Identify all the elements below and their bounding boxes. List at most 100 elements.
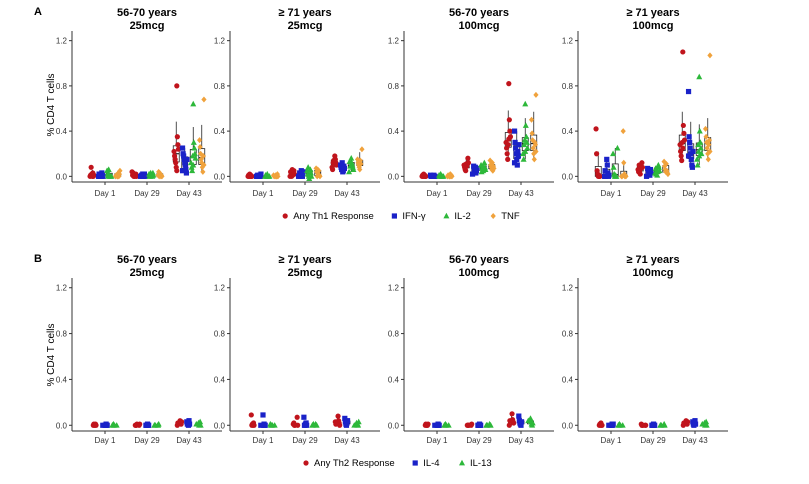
data-point	[344, 418, 351, 424]
x-tick-label: Day 29	[134, 436, 160, 445]
data-point	[680, 145, 686, 151]
data-point	[521, 136, 528, 143]
y-tick-label: 1.2	[388, 37, 400, 46]
data-point	[391, 213, 397, 219]
legend-label: IL-4	[423, 458, 439, 469]
data-point	[505, 142, 511, 148]
data-point	[524, 144, 531, 151]
data-point	[520, 156, 527, 162]
data-point	[174, 134, 180, 140]
data-point	[512, 139, 518, 146]
data-point	[189, 152, 196, 159]
data-point	[423, 173, 429, 179]
x-tick-label: Day 43	[334, 189, 360, 198]
data-point	[696, 73, 703, 80]
data-point	[248, 412, 254, 418]
data-point	[506, 422, 512, 428]
data-point	[515, 153, 521, 159]
data-point	[173, 160, 179, 166]
legend-label: IL-13	[470, 458, 492, 469]
data-point	[314, 168, 320, 175]
data-point	[661, 158, 667, 165]
data-point	[487, 157, 493, 164]
data-point	[464, 163, 470, 169]
y-tick-label: 0.8	[388, 82, 400, 91]
data-point	[271, 173, 277, 180]
data-point	[358, 160, 364, 167]
data-point	[304, 167, 311, 174]
data-point	[100, 173, 106, 179]
facet-subtitle: 25mcg	[130, 20, 165, 32]
data-point	[507, 128, 513, 134]
data-point	[623, 173, 629, 180]
data-point	[516, 142, 522, 148]
facet-A-4: 0.0 0.4 0.8 1.2 Day 1 Day 29 Day 43	[562, 31, 728, 198]
data-point	[292, 422, 298, 428]
data-point	[707, 148, 713, 155]
facet-subtitle: 25mcg	[288, 267, 323, 279]
data-point	[171, 148, 177, 155]
data-point	[260, 412, 266, 418]
x-tick-label: Day 1	[253, 436, 274, 445]
x-tick-label: Day 43	[176, 436, 202, 445]
data-point	[310, 420, 317, 427]
y-tick-label: 0.8	[56, 330, 68, 339]
data-point	[699, 420, 706, 427]
data-point	[137, 173, 144, 179]
data-point	[249, 173, 255, 179]
data-point	[443, 422, 450, 428]
data-point	[678, 153, 684, 159]
legend-item: IL-4	[412, 458, 440, 469]
data-point	[695, 148, 702, 154]
data-point	[200, 152, 206, 159]
x-tick-label: Day 1	[95, 436, 116, 445]
data-point	[445, 172, 451, 179]
legend-item: IL-13	[459, 458, 492, 469]
data-point	[621, 159, 627, 166]
facet-A-3: 0.0 0.4 0.8 1.2 Day 1 Day 29 Day 43	[388, 31, 554, 198]
data-point	[480, 167, 487, 174]
y-tick-label: 0.8	[388, 330, 400, 339]
data-point	[658, 422, 665, 428]
data-point	[653, 168, 660, 175]
data-point	[201, 96, 207, 103]
data-point	[186, 421, 193, 427]
data-point	[643, 173, 650, 179]
data-point	[687, 139, 693, 146]
data-point	[134, 421, 140, 427]
data-point	[262, 422, 268, 428]
data-point	[692, 418, 698, 424]
data-point	[196, 137, 203, 144]
data-point	[183, 170, 189, 176]
data-point	[179, 168, 186, 174]
y-tick-label: 0.4	[562, 127, 574, 136]
facet-B-1: 0.0 0.4 0.8 1.2 Day 1 Day 29 Day 43	[56, 278, 222, 445]
data-point	[175, 142, 181, 148]
data-point	[192, 155, 199, 161]
x-tick-label: Day 43	[334, 436, 360, 445]
data-point	[506, 117, 512, 123]
facet-subtitle: 25mcg	[130, 267, 165, 279]
data-point	[175, 146, 182, 152]
data-point	[432, 173, 438, 179]
data-point	[346, 168, 353, 175]
data-point	[342, 415, 348, 421]
data-point	[638, 165, 644, 172]
data-point	[531, 156, 537, 163]
data-point	[522, 100, 529, 107]
data-point	[197, 422, 204, 428]
data-point	[190, 161, 197, 168]
data-point	[289, 166, 295, 173]
data-point	[316, 167, 322, 174]
x-tick-label: Day 1	[427, 189, 448, 198]
data-point	[705, 156, 711, 163]
data-point	[620, 128, 626, 135]
data-point	[439, 173, 446, 179]
data-point	[258, 171, 264, 177]
data-point	[294, 414, 300, 420]
data-point	[113, 172, 119, 179]
data-point	[436, 422, 442, 428]
data-point	[504, 151, 510, 157]
data-point	[694, 161, 701, 168]
data-point	[466, 422, 472, 428]
